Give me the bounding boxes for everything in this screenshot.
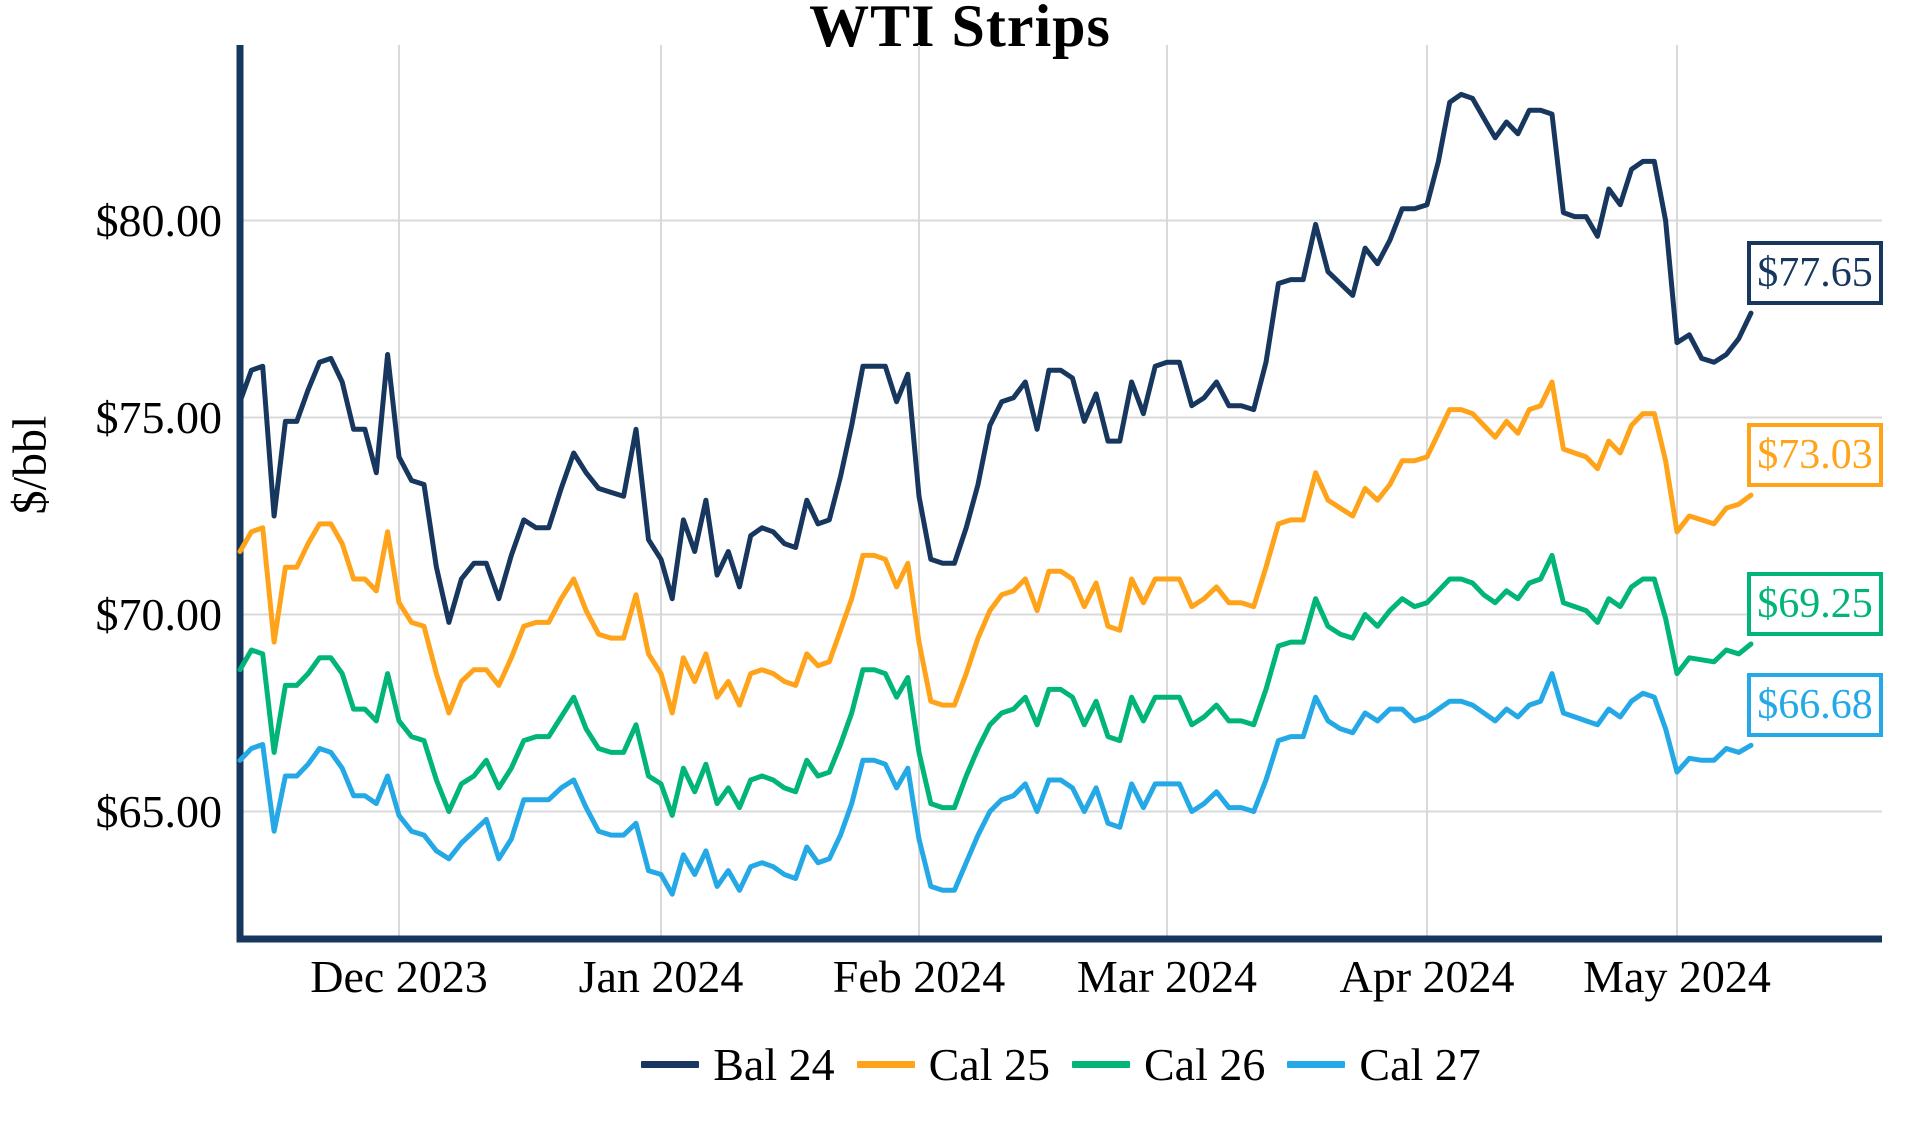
end-label-cal-26: $69.25	[1747, 572, 1883, 637]
legend-item-cal-25: Cal 25	[856, 1038, 1050, 1091]
x-tick-label-may-2024: May 2024	[1583, 951, 1771, 1002]
legend-swatch-cal-27	[1287, 1060, 1346, 1068]
end-label-cal-26-text: $69.25	[1757, 581, 1873, 628]
end-label-bal-24-text: $77.65	[1757, 250, 1873, 297]
end-label-cal-25-text: $73.03	[1757, 432, 1873, 479]
legend-label-cal-25: Cal 25	[928, 1038, 1050, 1090]
chart-title: WTI Strips	[809, 0, 1111, 59]
x-tick-label-dec-2023: Dec 2023	[310, 951, 488, 1002]
legend-item-cal-26: Cal 26	[1072, 1038, 1265, 1091]
legend-item-bal-24: Bal 24	[641, 1038, 835, 1091]
legend-swatch-bal-24	[641, 1060, 700, 1068]
legend-item-cal-27: Cal 27	[1287, 1038, 1481, 1091]
legend-swatch-cal-26	[1072, 1060, 1130, 1068]
series-line-cal-25	[237, 379, 1754, 716]
y-tick-label-75: $75.00	[95, 391, 223, 443]
y-tick-label-80: $80.00	[95, 194, 223, 246]
chart-legend: Bal 24 Cal 25 Cal 26 Cal 27	[240, 1034, 1882, 1094]
end-label-cal-27: $66.68	[1747, 673, 1883, 738]
end-label-cal-25: $73.03	[1747, 423, 1883, 488]
x-tick-label-jan-2024: Jan 2024	[578, 951, 744, 1002]
x-tick-label-apr-2024: Apr 2024	[1339, 951, 1515, 1002]
y-tick-label-65: $65.00	[95, 785, 223, 837]
x-tick-label-feb-2024: Feb 2024	[832, 951, 1006, 1002]
legend-label-cal-26: Cal 26	[1144, 1038, 1266, 1090]
end-label-cal-27-text: $66.68	[1757, 682, 1873, 729]
end-label-bal-24: $77.65	[1747, 241, 1883, 306]
series-line-cal-26	[237, 552, 1754, 818]
y-tick-label-70: $70.00	[95, 588, 223, 640]
series-line-cal-27	[237, 671, 1754, 897]
legend-swatch-cal-25	[856, 1060, 915, 1068]
x-tick-label-mar-2024: Mar 2024	[1076, 951, 1258, 1002]
legend-label-bal-24: Bal 24	[713, 1038, 835, 1090]
legend-label-cal-27: Cal 27	[1359, 1038, 1481, 1090]
series-line-bal-24	[237, 91, 1754, 625]
